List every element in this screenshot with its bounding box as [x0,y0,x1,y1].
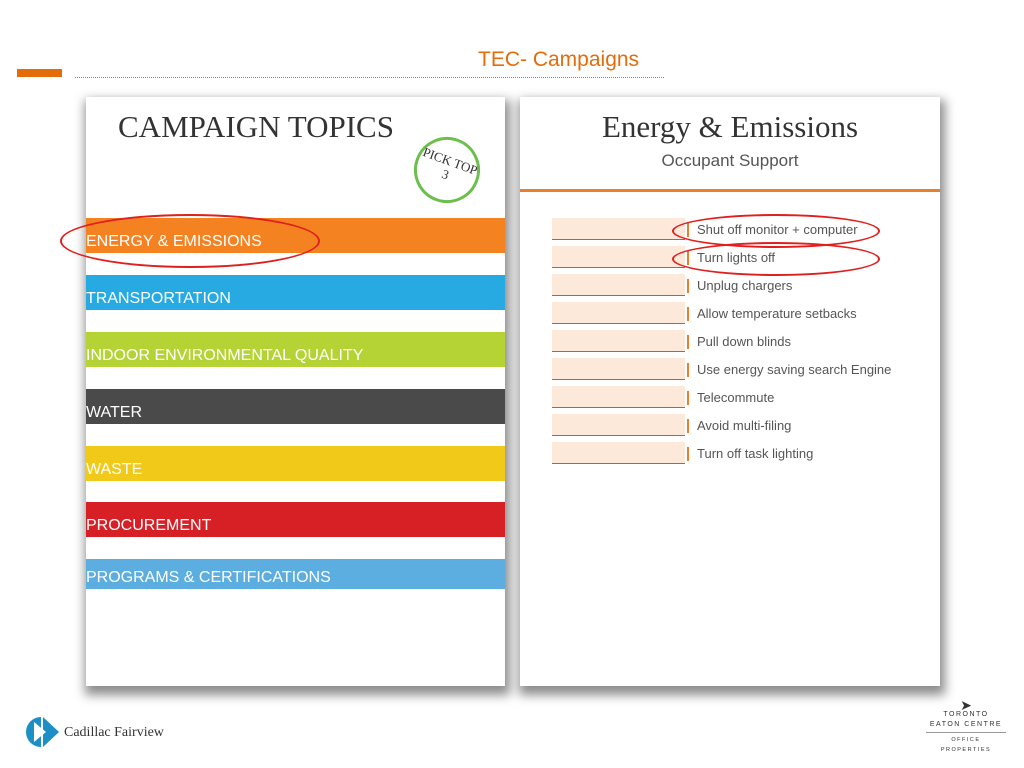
checklist-row: Allow temperature setbacks [552,302,952,324]
orange-marker [687,363,689,377]
answer-box [552,358,685,380]
logo-line: EATON CENTRE [926,720,1006,733]
checklist-item-label: Telecommute [697,390,775,405]
orange-marker [687,307,689,321]
logo-line: OFFICE PROPERTIES [940,737,992,753]
checklist-item-label: Unplug chargers [697,278,793,293]
checklist-item-label: Allow temperature setbacks [697,306,857,321]
topic-bar: WASTE [86,446,505,481]
energy-emissions-panel: Energy & Emissions Occupant Support Shut… [520,97,940,686]
orange-marker [687,335,689,349]
orange-marker [687,279,689,293]
answer-box [552,274,685,296]
topic-bar: INDOOR ENVIRONMENTAL QUALITY [86,332,505,367]
logo-text: Cadillac Fairview [64,724,164,740]
checklist-item-label: Turn off task lighting [697,446,814,461]
orange-marker [687,447,689,461]
bird-icon: ➤ [960,697,972,713]
accent-bar [17,69,62,77]
topic-bar: TRANSPORTATION [86,275,505,310]
panel-title: Energy & Emissions [601,109,859,144]
topic-label: PROGRAMS & CERTIFICATIONS [86,569,331,586]
orange-marker [687,419,689,433]
slide-title: TEC- Campaigns [478,48,640,71]
answer-box [552,442,685,464]
highlight-ellipse [672,242,880,276]
checklist-row: Telecommute [552,386,952,408]
answer-box [552,330,685,352]
answer-box [552,386,685,408]
checklist-item-label: Pull down blinds [697,334,791,349]
topic-label: TRANSPORTATION [86,290,231,307]
topic-label: WATER [86,404,142,421]
answer-box [552,302,685,324]
answer-box [552,246,685,268]
topic-bar: PROGRAMS & CERTIFICATIONS [86,559,505,589]
answer-box [552,414,685,436]
checklist-row: Unplug chargers [552,274,952,296]
orange-marker [687,391,689,405]
topic-label: PROCUREMENT [86,517,212,534]
topic-label: INDOOR ENVIRONMENTAL QUALITY [86,347,364,364]
orange-rule [520,189,940,192]
checklist-item-label: Avoid multi-filing [697,418,792,433]
checklist-row: Pull down blinds [552,330,952,352]
cadillac-fairview-icon [26,717,59,747]
toronto-eaton-centre-logo: ➤ TORONTO EATON CENTRE OFFICE PROPERTIES [926,697,1006,755]
topic-bar: WATER [86,389,505,424]
cadillac-fairview-logo: Cadillac Fairview [26,717,164,747]
checklist-row: Use energy saving search Engine [552,358,952,380]
panel-subtitle: Occupant Support [661,151,799,170]
checklist-row: Avoid multi-filing [552,414,952,436]
checklist-item-label: Use energy saving search Engine [697,362,892,377]
dotted-divider [75,77,664,78]
checklist-row: Turn off task lighting [552,442,952,464]
panel-title: CAMPAIGN TOPICS [118,109,394,144]
highlight-ellipse [60,214,320,268]
logo-line: TORONTO [943,711,989,718]
campaign-topics-panel: CAMPAIGN TOPICS PICK TOP 3 ENERGY & EMIS… [86,97,505,686]
answer-box [552,218,685,240]
topic-label: WASTE [86,461,143,478]
topic-bar: PROCUREMENT [86,502,505,537]
